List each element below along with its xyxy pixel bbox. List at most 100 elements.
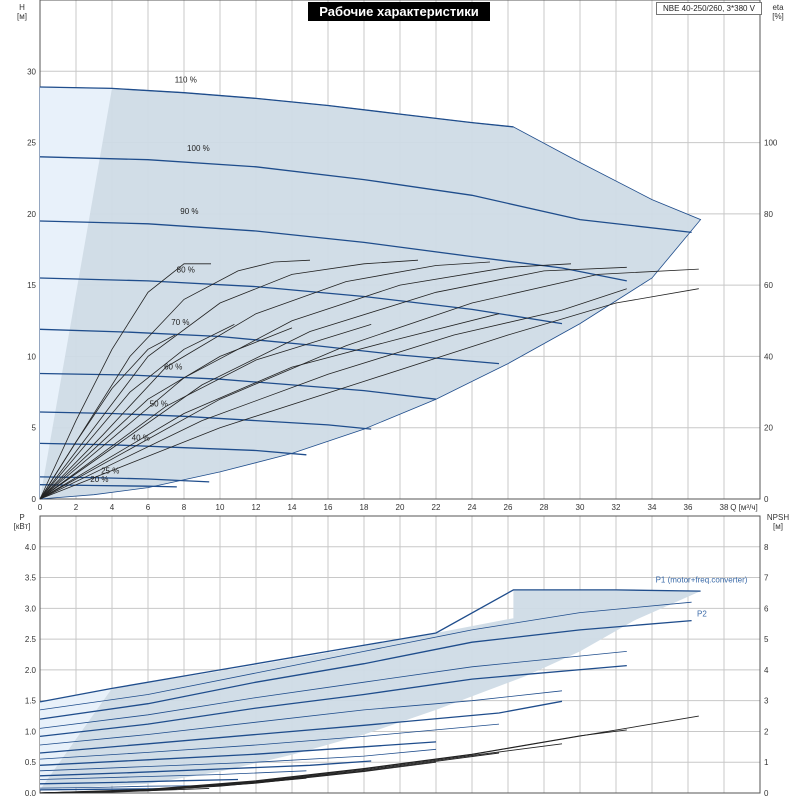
power-curve: [39, 723, 500, 760]
y-axis-title-right: eta: [772, 3, 784, 12]
speed-curve-label: 90 %: [180, 207, 198, 216]
y-axis-title-right: NPSH: [767, 513, 789, 522]
power-curve: [39, 664, 627, 738]
efficiency-curve: [39, 324, 372, 500]
x-tick-label: 4: [110, 503, 115, 512]
speed-curve-label: 20 %: [90, 475, 108, 484]
speed-curve: [39, 372, 437, 400]
power-curve: [39, 601, 692, 711]
y-tick-label-left: 4.0: [25, 543, 37, 552]
power-curve: [39, 700, 563, 754]
y-tick-label-right: 5: [764, 635, 769, 644]
x-tick-label: 38: [720, 503, 729, 512]
speed-curve: [39, 484, 177, 488]
speed-curve: [39, 328, 500, 365]
y-tick-label-right: 4: [764, 666, 769, 675]
power-curve: [39, 778, 239, 785]
y-axis-title-left: H: [19, 3, 25, 12]
y-tick-label-left: 0.5: [25, 758, 37, 767]
y-tick-label-right: 0: [764, 789, 769, 798]
pump-model-label: NBE 40-250/260, 3*380 V: [656, 2, 762, 15]
power-curve: [39, 785, 210, 789]
y-tick-label-right: 6: [764, 604, 769, 613]
x-tick-label: 8: [182, 503, 187, 512]
x-tick-label: 20: [396, 503, 405, 512]
chart-title: Рабочие характеристики: [308, 2, 490, 21]
x-tick-label: 10: [216, 503, 225, 512]
x-tick-label: 6: [146, 503, 151, 512]
power-curve: [39, 760, 372, 777]
efficiency-curve: [39, 268, 699, 500]
y-tick-label-right: 1: [764, 758, 769, 767]
x-tick-label: 22: [432, 503, 441, 512]
efficiency-curve: [39, 313, 500, 500]
y-tick-label-right: 40: [764, 352, 773, 361]
power-series-label: P2: [697, 609, 707, 618]
y-axis-unit-left: [м]: [17, 12, 27, 21]
x-tick-label: 36: [684, 503, 693, 512]
x-tick-label: 26: [504, 503, 513, 512]
y-tick-label-left: 3.0: [25, 604, 37, 613]
y-tick-label-left: 5: [32, 424, 37, 433]
speed-curve: [39, 156, 692, 234]
power-curve: [39, 770, 307, 780]
y-tick-label-right: 8: [764, 543, 769, 552]
speed-curve: [39, 442, 307, 456]
x-tick-label: 2: [74, 503, 79, 512]
power-curve: [39, 651, 627, 729]
speed-curve-label: 50 %: [150, 399, 168, 408]
x-tick-label: 18: [360, 503, 369, 512]
y-tick-label-right: 0: [764, 495, 769, 504]
y-tick-label-left: 10: [27, 352, 36, 361]
low-flow-area: [40, 87, 112, 499]
y-tick-label-left: 15: [27, 281, 36, 290]
efficiency-curve: [39, 263, 211, 500]
x-axis-title: Q [м³/ч]: [730, 503, 757, 512]
x-tick-label: 16: [324, 503, 333, 512]
power-curve: [39, 741, 437, 766]
y-tick-label-right: 2: [764, 727, 769, 736]
efficiency-curve: [39, 263, 572, 500]
power-series-label: P1 (motor+freq.converter): [656, 575, 748, 584]
y-axis-title-left: P: [19, 513, 24, 522]
speed-curve: [39, 277, 563, 325]
y-tick-label-right: 3: [764, 697, 769, 706]
power-npsh-panel: 0.0 0.5 1.0 1.5 2.0 2.5 3.0 3.5 4.0 0 1 2 3 4 5 6 7 8 P1 (…: [14, 513, 790, 798]
speed-curve-label: 70 %: [171, 318, 189, 327]
y-axis-unit-right: [м]: [773, 522, 783, 531]
x-tick-label: 32: [612, 503, 621, 512]
y-axis-unit-left: [кВт]: [14, 522, 31, 531]
power-area: [40, 589, 701, 790]
speed-curve: [39, 220, 627, 282]
efficiency-curve: [39, 334, 176, 500]
y-tick-label-left: 25: [27, 139, 36, 148]
y-tick-label-left: 0: [32, 495, 37, 504]
efficiency-curve: [39, 288, 699, 500]
x-tick-label: 14: [288, 503, 297, 512]
x-tick-label: 0: [38, 503, 43, 512]
speed-curve-label: 80 %: [177, 265, 195, 274]
y-tick-label-left: 30: [27, 67, 36, 76]
y-tick-label-right: 100: [764, 139, 778, 148]
speed-curve-label: 40 %: [132, 434, 150, 443]
speed-curve-label: 100 %: [187, 144, 210, 153]
y-axis-unit-right: [%]: [772, 12, 784, 21]
y-tick-label-right: 20: [764, 424, 773, 433]
y-tick-label-left: 1.5: [25, 697, 37, 706]
y-tick-label-left: 0.0: [25, 789, 37, 798]
x-tick-label: 24: [468, 503, 477, 512]
y-tick-label-right: 60: [764, 281, 773, 290]
x-tick-label: 30: [576, 503, 585, 512]
power-curve: [39, 690, 563, 746]
y-tick-label-left: 20: [27, 210, 36, 219]
power-curve: [39, 619, 692, 720]
efficiency-curve: [39, 327, 293, 500]
x-tick-label: 12: [252, 503, 261, 512]
npsh-curve: [39, 787, 210, 794]
y-tick-label-left: 1.0: [25, 727, 37, 736]
power-curve: [39, 589, 701, 703]
speed-curve: [39, 476, 210, 483]
speed-curve: [39, 411, 372, 430]
